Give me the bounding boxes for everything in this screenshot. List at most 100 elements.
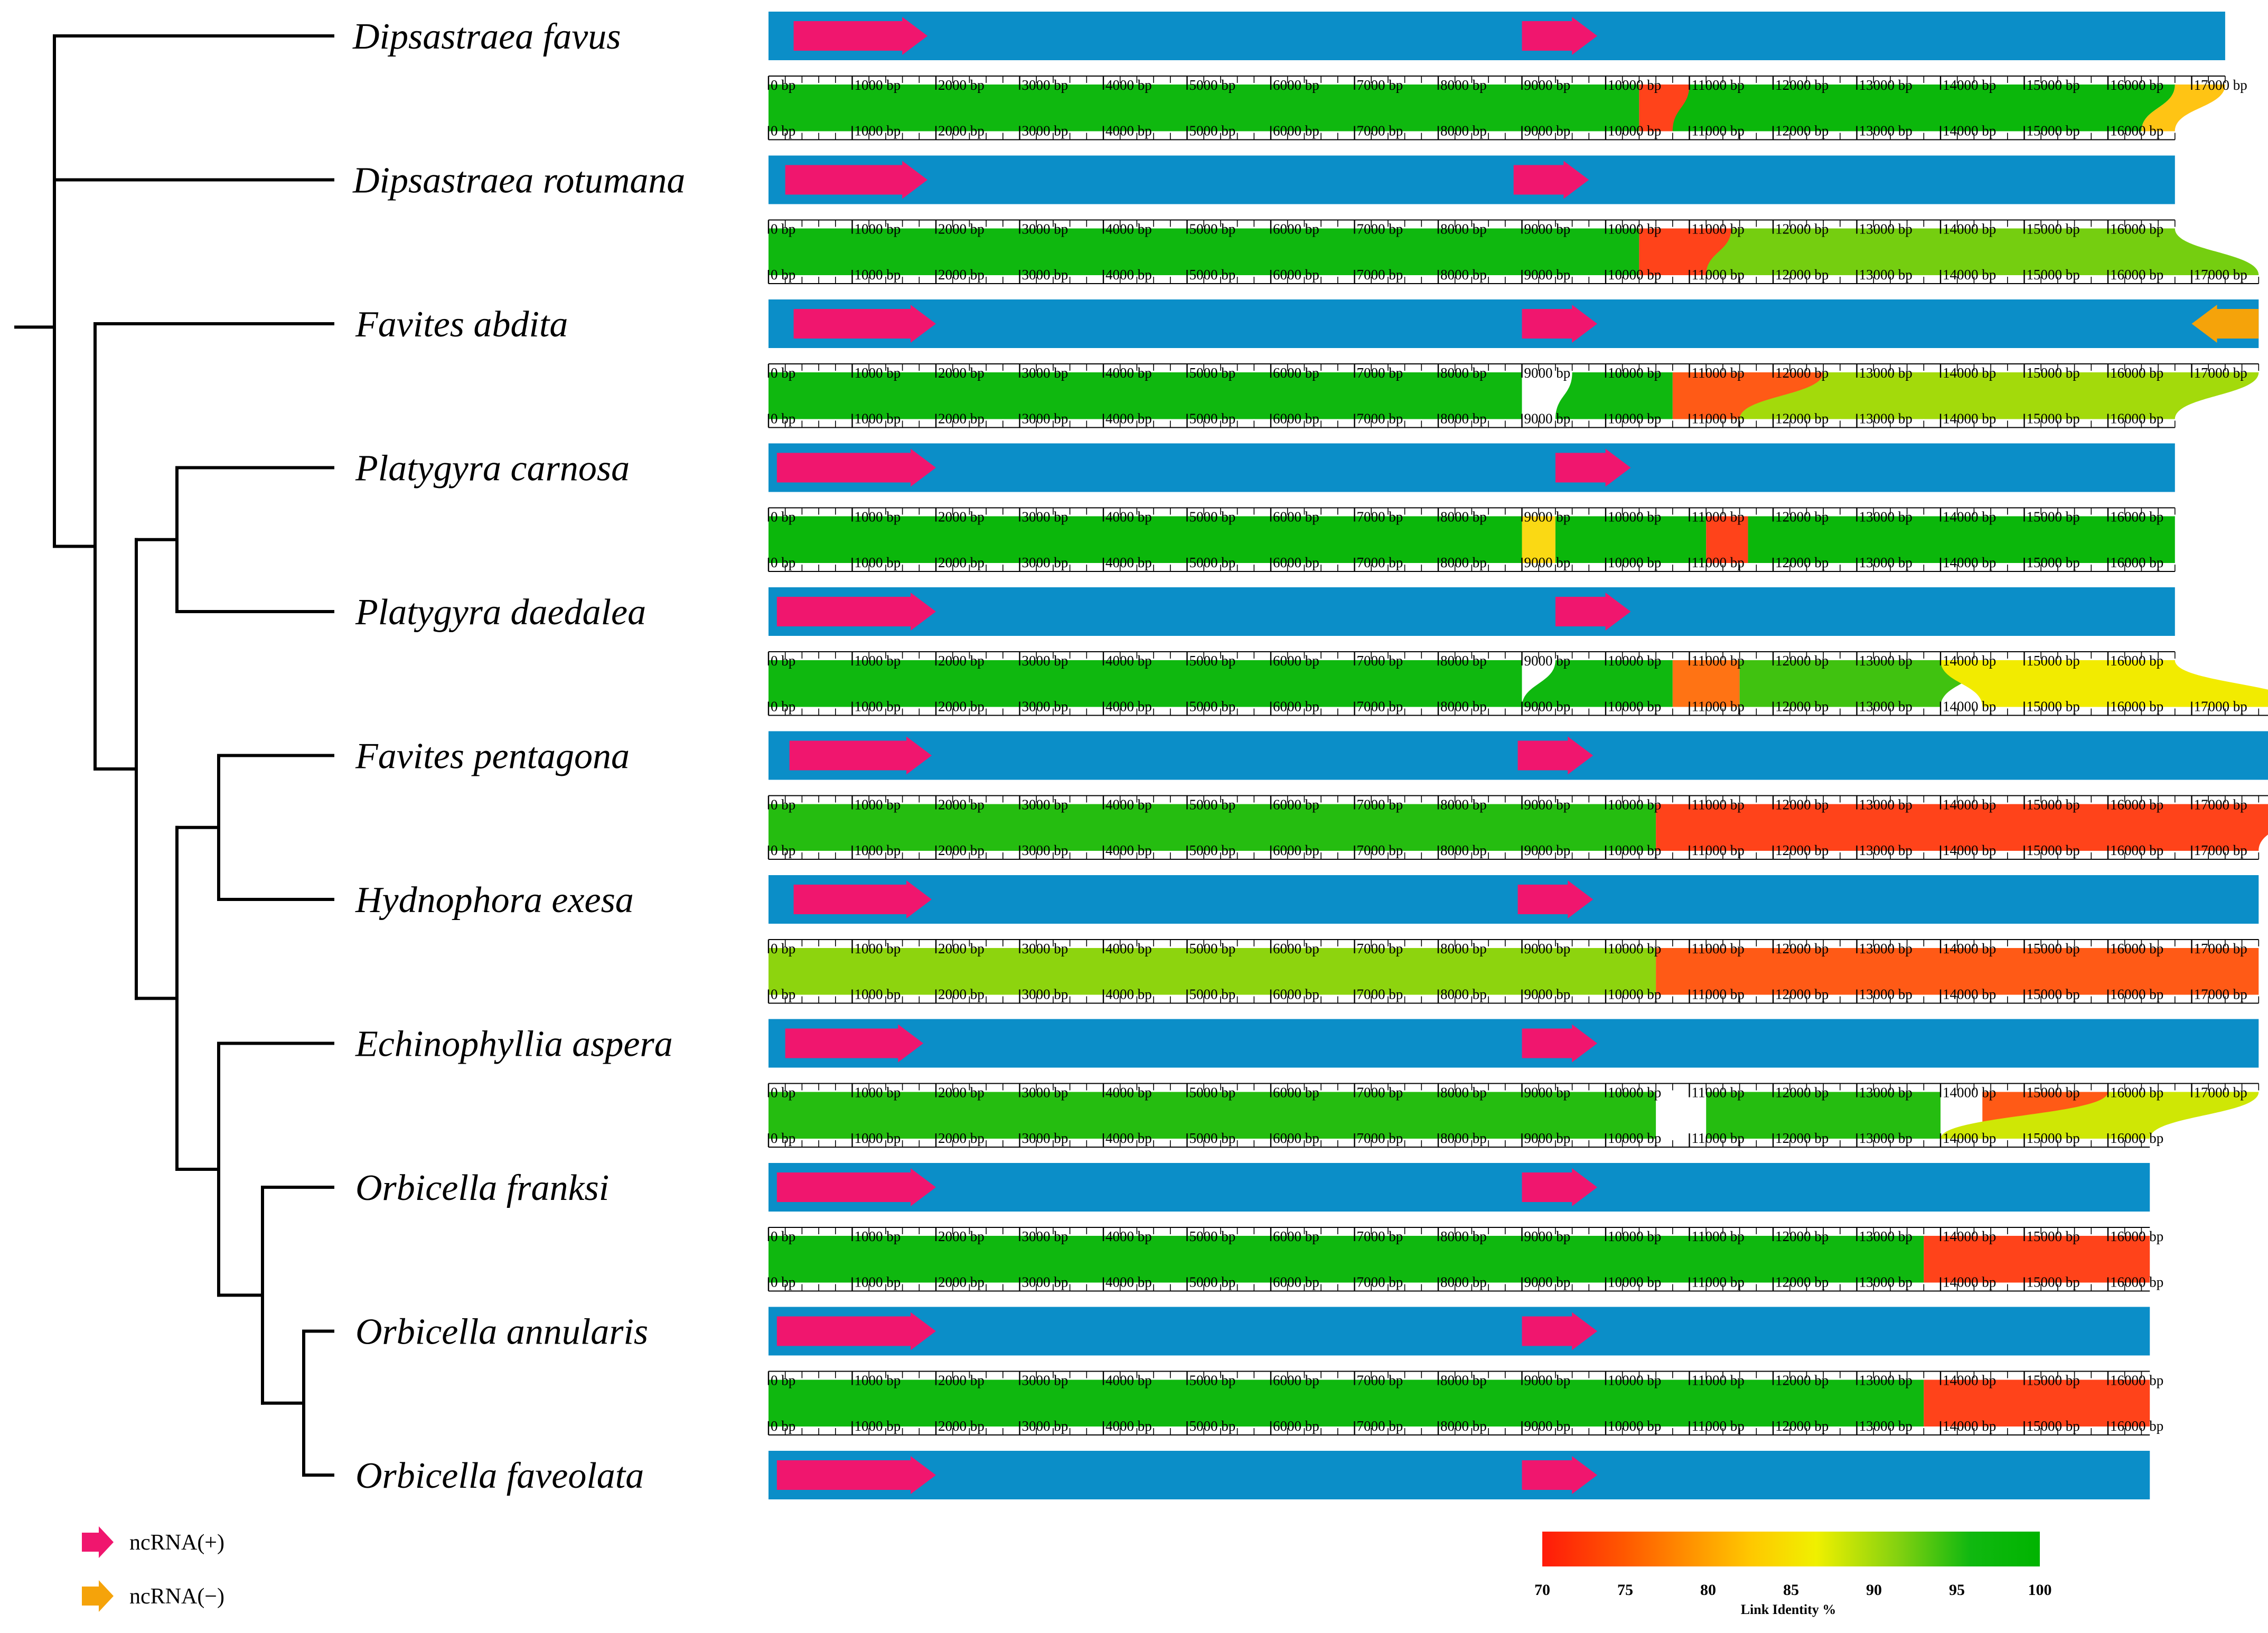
identity-link-2 <box>1672 85 2175 132</box>
tick-label: 2000 bp <box>938 555 985 570</box>
tick-label: 1000 bp <box>855 555 901 570</box>
tick-label: 7000 bp <box>1357 1085 1403 1101</box>
tick-label: 3000 bp <box>1022 1373 1069 1388</box>
axis-above-8: 0 bp 1000 bp 2000 bp 3000 bp 4000 bp 5000 bp 6… <box>767 1130 2163 1148</box>
identity-colorbar <box>1542 1532 2040 1566</box>
tick-label: 8000 bp <box>1440 1274 1487 1290</box>
tick-label: 5000 bp <box>1189 365 1236 381</box>
tick-label: 15000 bp <box>2027 1085 2080 1101</box>
tick-label: 0 bp <box>771 797 795 813</box>
tick-label: 6000 bp <box>1273 123 1319 139</box>
tick-label: 13000 bp <box>1859 699 1913 715</box>
tick-label: 4000 bp <box>1105 267 1152 283</box>
tick-label: 5000 bp <box>1189 1373 1236 1388</box>
tick-label: 9000 bp <box>1524 653 1571 669</box>
identity-link-23 <box>769 948 1656 995</box>
tick-label: 13000 bp <box>1859 941 1913 956</box>
ncrna-plus-arrow-8 <box>1555 448 1631 487</box>
tick-label: 16000 bp <box>2110 1274 2163 1290</box>
tick-label: 9000 bp <box>1524 1085 1571 1101</box>
tick-label: 16000 bp <box>2110 365 2163 381</box>
genome-track-6 <box>769 875 2259 924</box>
identity-link-3 <box>2141 85 2225 132</box>
tick-label: 11000 bp <box>1692 365 1745 381</box>
tick-label: 10000 bp <box>1608 555 1661 570</box>
tick-label: 14000 bp <box>1943 797 1996 813</box>
ncrna-plus-arrow-16 <box>1522 1024 1598 1063</box>
axis-below-5: 0 bp 1000 bp 2000 bp 3000 bp 4000 bp 5000 bp 6… <box>767 795 2268 813</box>
tick-label: 6000 bp <box>1273 987 1319 1002</box>
axis-below-1: 0 bp 1000 bp 2000 bp 3000 bp 4000 bp 5000 bp 6… <box>767 219 2176 237</box>
tick-label: 3000 bp <box>1022 509 1069 525</box>
axis-below-2: 0 bp 1000 bp 2000 bp 3000 bp 4000 bp 5000 bp 6… <box>767 363 2260 381</box>
tick-label: 11000 bp <box>1692 221 1745 237</box>
axis-above-1: 0 bp 1000 bp 2000 bp 3000 bp 4000 bp 5000 bp 6… <box>767 123 2176 140</box>
identity-tick-90: 90 <box>1866 1581 1882 1599</box>
species-label-2: Favites abdita <box>355 304 568 345</box>
tick-label: 10000 bp <box>1608 797 1661 813</box>
identity-link-32 <box>1924 1379 2150 1426</box>
ncrna-legend: ncRNA(+) ncRNA(−) <box>82 1526 224 1612</box>
tick-label: 5000 bp <box>1189 509 1236 525</box>
tick-label: 3000 bp <box>1022 365 1069 381</box>
tick-label: 8000 bp <box>1440 1418 1487 1434</box>
tick-label: 14000 bp <box>1943 411 1996 427</box>
tick-label: 13000 bp <box>1859 653 1913 669</box>
identity-link-6 <box>1706 228 2259 275</box>
tick-label: 16000 bp <box>2110 1418 2163 1434</box>
identity-tick-70: 70 <box>1534 1581 1550 1599</box>
axis-above-9: 0 bp 1000 bp 2000 bp 3000 bp 4000 bp 5000 bp 6… <box>767 1274 2163 1292</box>
identity-link-7 <box>769 372 1522 419</box>
tick-label: 15000 bp <box>2027 411 2080 427</box>
tick-label: 16000 bp <box>2110 797 2163 813</box>
tick-label: 10000 bp <box>1608 411 1661 427</box>
tick-label: 4000 bp <box>1105 1085 1152 1101</box>
tick-label: 14000 bp <box>1943 555 1996 570</box>
ncrna-plus-arrow-18 <box>1522 1168 1598 1206</box>
tick-label: 7000 bp <box>1357 411 1403 427</box>
tick-label: 8000 bp <box>1440 1085 1487 1101</box>
tick-label: 5000 bp <box>1189 1274 1236 1290</box>
tick-label: 12000 bp <box>1775 941 1829 956</box>
species-label-10: Orbicella faveolata <box>355 1456 644 1496</box>
tick-label: 0 bp <box>771 77 795 93</box>
tick-label: 0 bp <box>771 653 795 669</box>
tick-label: 7000 bp <box>1357 987 1403 1002</box>
tick-label: 0 bp <box>771 1274 795 1290</box>
tick-label: 2000 bp <box>938 77 985 93</box>
genome-track-3 <box>769 443 2175 492</box>
tick-label: 9000 bp <box>1524 1228 1571 1244</box>
tick-label: 3000 bp <box>1022 1418 1069 1434</box>
tick-label: 6000 bp <box>1273 509 1319 525</box>
tick-label: 8000 bp <box>1440 1228 1487 1244</box>
tick-label: 8000 bp <box>1440 77 1487 93</box>
tick-label: 10000 bp <box>1608 77 1661 93</box>
tick-label: 6000 bp <box>1273 1228 1319 1244</box>
tick-label: 3000 bp <box>1022 1130 1069 1146</box>
tick-label: 8000 bp <box>1440 555 1487 570</box>
tick-label: 7000 bp <box>1357 365 1403 381</box>
tick-label: 15000 bp <box>2027 797 2080 813</box>
tick-label: 1000 bp <box>855 842 901 858</box>
tick-label: 0 bp <box>771 941 795 956</box>
tick-label: 13000 bp <box>1859 77 1913 93</box>
tick-label: 12000 bp <box>1775 797 1829 813</box>
ncrna-plus-arrow-19 <box>776 1312 936 1350</box>
tick-label: 1000 bp <box>855 77 901 93</box>
tick-label: 7000 bp <box>1357 1228 1403 1244</box>
tick-label: 8000 bp <box>1440 1373 1487 1388</box>
tick-label: 12000 bp <box>1775 555 1829 570</box>
axis-above-7: 0 bp 1000 bp 2000 bp 3000 bp 4000 bp 5000 bp 6… <box>767 987 2260 1004</box>
tick-label: 9000 bp <box>1524 411 1571 427</box>
identity-tick-85: 85 <box>1783 1581 1799 1599</box>
tick-label: 7000 bp <box>1357 1130 1403 1146</box>
tick-label: 5000 bp <box>1189 267 1236 283</box>
tick-label: 13000 bp <box>1859 1085 1913 1101</box>
tick-label: 2000 bp <box>938 1085 985 1101</box>
tick-label: 2000 bp <box>938 1228 985 1244</box>
identity-link-30 <box>1924 1236 2150 1283</box>
tick-label: 9000 bp <box>1524 1418 1571 1434</box>
tick-label: 7000 bp <box>1357 77 1403 93</box>
tick-label: 1000 bp <box>855 1418 901 1434</box>
tick-label: 8000 bp <box>1440 941 1487 956</box>
